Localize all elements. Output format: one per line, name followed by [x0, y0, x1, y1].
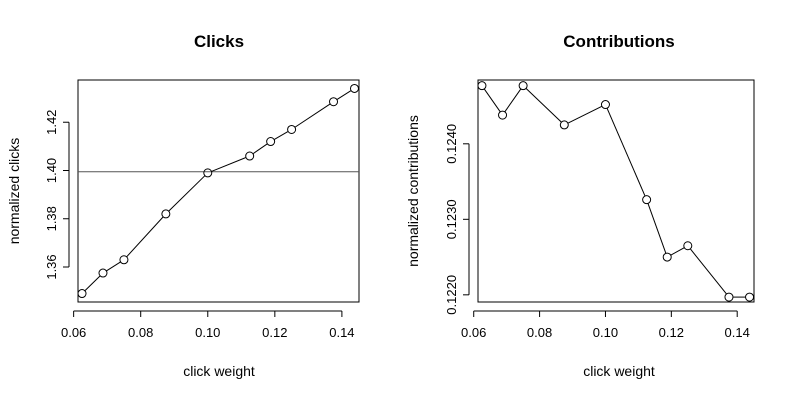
- series-line-segment: [483, 88, 501, 113]
- y-axis-label: normalized contributions: [405, 115, 421, 267]
- data-point: [245, 151, 255, 161]
- data-point: [518, 81, 528, 91]
- y-tick-label: 0.1230: [444, 199, 459, 239]
- data-point: [329, 97, 339, 107]
- x-tick-label: 0.08: [527, 325, 552, 340]
- x-axis-label: click weight: [583, 363, 655, 379]
- series-line-segment: [294, 103, 331, 128]
- series-line-segment: [606, 108, 646, 197]
- y-tick-label: 1.42: [44, 110, 59, 135]
- x-tick-label: 0.14: [329, 325, 354, 340]
- data-point: [683, 241, 693, 251]
- data-point: [119, 255, 129, 265]
- series-line-segment: [647, 203, 667, 254]
- series-line-segment: [336, 90, 352, 100]
- x-tick-label: 0.12: [659, 325, 684, 340]
- data-point: [662, 252, 672, 262]
- y-tick-label: 0.1220: [444, 275, 459, 315]
- data-point: [287, 124, 297, 134]
- chart-panel-contributions: Contributions click weight normalized cont…: [405, 32, 755, 379]
- data-point: [600, 100, 610, 110]
- data-point: [498, 110, 508, 120]
- chart-title: Contributions: [563, 32, 674, 51]
- y-axis-label: normalized clicks: [6, 138, 22, 245]
- x-tick-label: 0.10: [593, 325, 618, 340]
- series-line-segment: [567, 105, 603, 124]
- plot-frame: [477, 79, 755, 303]
- data-point: [161, 209, 171, 219]
- data-point: [477, 81, 487, 91]
- series-line-segment: [168, 175, 206, 212]
- data-point: [745, 292, 755, 302]
- series-line-segment: [689, 248, 727, 295]
- x-tick-label: 0.06: [61, 325, 86, 340]
- data-point: [203, 168, 213, 178]
- chart-panel-clicks: Clicks click weight normalized clicks 0.06 0…: [6, 32, 360, 379]
- series-line-segment: [211, 157, 247, 172]
- x-axis-label: click weight: [183, 363, 255, 379]
- plot-frame: [77, 79, 360, 303]
- data-point: [349, 83, 359, 93]
- series-line-segment: [273, 131, 289, 140]
- data-point: [724, 292, 734, 302]
- data-point: [559, 120, 569, 130]
- data-point: [642, 195, 652, 205]
- data-point: [77, 289, 87, 299]
- x-tick-label: 0.06: [461, 325, 486, 340]
- x-tick-label: 0.12: [262, 325, 287, 340]
- series-line-segment: [525, 88, 562, 123]
- series-line-segment: [504, 88, 522, 113]
- x-tick-label: 0.08: [128, 325, 153, 340]
- series-line-segment: [106, 261, 121, 272]
- x-tick-label: 0.14: [725, 325, 750, 340]
- series-line-segment: [670, 247, 685, 256]
- y-tick-label: 1.38: [44, 206, 59, 231]
- x-tick-label: 0.10: [195, 325, 220, 340]
- y-tick-label: 1.36: [44, 254, 59, 279]
- series-line-segment: [84, 275, 101, 292]
- y-tick-label: 0.1240: [444, 124, 459, 164]
- data-point: [266, 137, 276, 147]
- series-line-segment: [126, 216, 164, 258]
- data-point: [98, 268, 108, 278]
- y-tick-label: 1.40: [44, 158, 59, 183]
- chart-title: Clicks: [194, 32, 244, 51]
- series-line-segment: [252, 143, 268, 155]
